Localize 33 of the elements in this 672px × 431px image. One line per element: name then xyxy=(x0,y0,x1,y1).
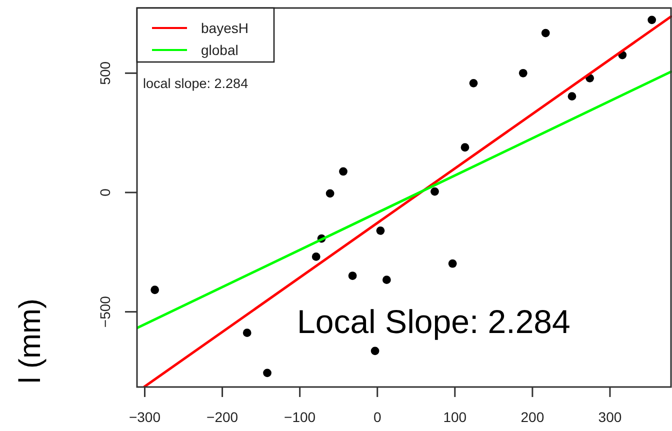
point xyxy=(348,272,357,280)
point xyxy=(376,226,385,235)
point xyxy=(448,259,457,268)
y-tick-label: 0 xyxy=(97,188,113,196)
point xyxy=(242,328,252,338)
point xyxy=(312,252,320,261)
y-tick-label: 500 xyxy=(97,61,113,85)
y-tick-label: −500 xyxy=(97,296,113,328)
point xyxy=(518,68,528,78)
annotation: Local Slope: 2.284 xyxy=(297,303,570,340)
point xyxy=(469,78,478,88)
point xyxy=(326,189,334,198)
point xyxy=(430,187,439,196)
x-tick-label: 300 xyxy=(598,409,622,425)
point xyxy=(460,143,470,152)
x-tick-label: 0 xyxy=(373,409,382,425)
x-tick-label: 200 xyxy=(520,409,544,425)
x-tick-label: −300 xyxy=(128,409,161,425)
point xyxy=(339,167,348,176)
point xyxy=(150,286,160,294)
legend-label: bayesH xyxy=(201,20,248,36)
y-axis-title: l (mm) xyxy=(14,298,47,384)
point xyxy=(648,16,656,24)
x-tick-label: −200 xyxy=(206,409,238,425)
legend-label: global xyxy=(201,42,238,58)
annotation: local slope: 2.284 xyxy=(143,76,249,91)
point xyxy=(382,276,391,284)
point xyxy=(568,92,576,101)
x-tick-label: −100 xyxy=(284,409,316,425)
x-tick-label: 100 xyxy=(443,409,467,425)
point xyxy=(263,368,272,378)
point xyxy=(370,346,380,356)
point xyxy=(541,28,550,38)
